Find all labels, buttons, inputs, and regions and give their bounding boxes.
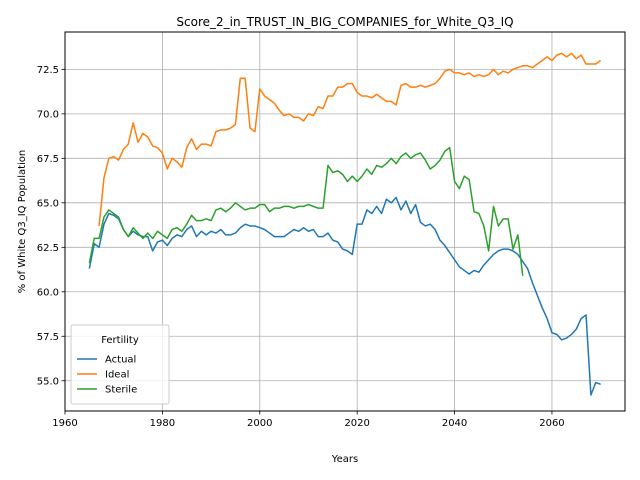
legend-box: [70, 324, 170, 405]
series-line-actual: [88, 196, 601, 396]
legend-label-sterile: Sterile: [105, 385, 137, 396]
y-axis-label: % of White Q3_IQ Population: [17, 150, 28, 294]
y-tick-label: 67.5: [37, 154, 59, 165]
legend-title: Fertility: [101, 335, 139, 346]
series-layer: [88, 52, 602, 396]
legend: Fertility Actual Ideal Sterile: [70, 324, 170, 405]
series-line-sterile: [88, 146, 524, 276]
plot-frame: [64, 31, 626, 412]
x-tick-label: 2060: [539, 418, 564, 429]
series-line-ideal: [98, 52, 602, 227]
y-tick-label: 57.5: [37, 332, 59, 343]
y-tick-label: 62.5: [37, 243, 59, 254]
chart-title: Score_2_in_TRUST_IN_BIG_COMPANIES_for_Wh…: [176, 15, 513, 29]
x-tick-label: 1980: [150, 418, 175, 429]
y-tick-label: 70.0: [37, 109, 59, 120]
legend-label-ideal: Ideal: [105, 370, 129, 381]
y-tick-label: 60.0: [37, 287, 59, 298]
y-tick-label: 55.0: [37, 376, 59, 387]
x-tick-label: 1960: [52, 418, 77, 429]
x-axis-label: Years: [331, 454, 358, 465]
x-tick-label: 2020: [344, 418, 369, 429]
tick-layer: 1960 1980 2000 2020 2040 2060 55.0 57.5 60.0 62.5…: [37, 65, 565, 429]
y-tick-label: 65.0: [37, 198, 59, 209]
legend-items: Actual Ideal Sterile: [77, 355, 137, 396]
legend-label-actual: Actual: [105, 355, 136, 366]
y-tick-label: 72.5: [37, 65, 59, 76]
x-tick-label: 2000: [247, 418, 272, 429]
x-tick-label: 2040: [442, 418, 467, 429]
